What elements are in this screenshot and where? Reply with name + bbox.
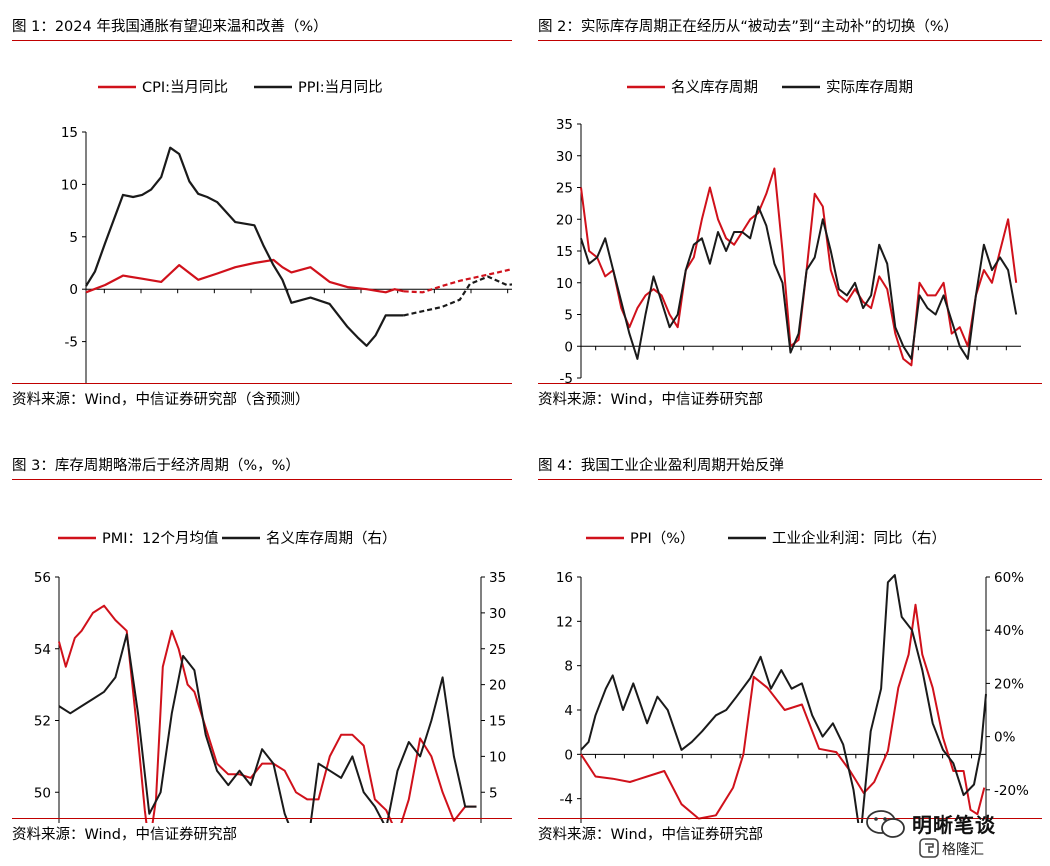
chart-source: 资料来源：Wind，中信证券研究部	[12, 827, 237, 843]
legend-item-2: 实际库存周期	[826, 79, 913, 96]
y-tick-label-right: 25	[489, 642, 506, 658]
series-line	[85, 146, 404, 347]
source-divider	[538, 818, 1042, 819]
series-line	[58, 633, 477, 823]
y-tick-label: 8	[564, 659, 573, 675]
legend-item-2: 名义库存周期（右）	[266, 530, 397, 547]
y-tick-label: 54	[34, 642, 51, 658]
chart-canvas: -8-40481216-40%-20%0%20%40%60%2012-02201…	[556, 529, 1029, 823]
series-line	[85, 258, 404, 294]
y-tick-label: 0	[69, 282, 78, 298]
chart-source: 资料来源：Wind，中信证券研究部	[538, 827, 763, 843]
title-divider	[538, 40, 1042, 41]
chart-title: 图 2：实际库存周期正在经历从“被动去”到“主动补”的切换（%）	[538, 19, 959, 35]
title-divider	[538, 479, 1042, 480]
chart-panel-2: 图 2：实际库存周期正在经历从“被动去”到“主动补”的切换（%） -5 0 5 10 1…	[538, 16, 1042, 410]
legend-item-1: 名义库存周期	[671, 79, 758, 96]
y-tick-label: 15	[556, 244, 573, 260]
legend-item-1: PPI（%）	[630, 530, 695, 547]
y-tick-label: 12	[556, 614, 573, 630]
y-tick-label: -5	[65, 335, 78, 351]
y-tick-label-right: 0%	[994, 730, 1016, 746]
y-tick-label-right: 0	[489, 821, 498, 823]
y-tick-label: 4	[564, 703, 573, 719]
chart-title: 图 1：2024 年我国通胀有望迎来温和改善（%）	[12, 19, 328, 35]
chart-panel-4: 图 4：我国工业企业盈利周期开始反弹 -8-40481216-40%-20%0%…	[538, 455, 1042, 849]
y-tick-label-right: 20	[489, 678, 506, 694]
wechat-logo-icon	[866, 810, 905, 838]
y-tick-label: 35	[556, 117, 573, 133]
legend-item-2: PPI:当月同比	[298, 79, 383, 96]
y-tick-label: -4	[560, 792, 573, 808]
y-tick-label: 20	[556, 212, 573, 228]
source-divider	[12, 383, 512, 384]
y-tick-label: 25	[556, 181, 573, 197]
legend-item-2: 工业企业利润：同比（右）	[772, 529, 946, 547]
y-tick-label: 10	[61, 177, 78, 193]
y-tick-label: 0	[564, 339, 573, 355]
site-logo-icon	[919, 838, 939, 858]
legend-item-1: CPI:当月同比	[142, 79, 228, 96]
y-tick-label: 56	[34, 570, 51, 586]
y-tick-label-right: 30	[489, 606, 506, 622]
y-tick-label: 0	[564, 747, 573, 763]
series-line	[580, 205, 1018, 360]
y-tick-label-right: 40%	[994, 623, 1024, 639]
source-divider	[12, 818, 512, 819]
y-tick-label: 10	[556, 276, 573, 292]
series-line	[580, 603, 986, 820]
chart-title: 图 4：我国工业企业盈利周期开始反弹	[538, 458, 784, 474]
chart-source: 资料来源：Wind，中信证券研究部（含预测）	[12, 392, 310, 408]
title-divider	[12, 40, 512, 41]
title-divider	[12, 479, 512, 480]
y-tick-label-right: 35	[489, 570, 506, 586]
chart-panel-3: 图 3：库存周期略滞后于经济周期（%，%） 4850525456-5051015…	[12, 455, 512, 849]
chart-canvas: -10-50510152021-012021-052021-092022-012…	[61, 79, 512, 384]
source-divider	[538, 383, 1042, 384]
legend-item-1: PMI：12个月均值	[102, 530, 218, 547]
chart-source: 资料来源：Wind，中信证券研究部	[538, 392, 763, 408]
chart-panel-1: 图 1：2024 年我国通胀有望迎来温和改善（%） -10-5051015202…	[12, 16, 512, 410]
series-line	[580, 167, 1018, 367]
y-tick-label: 52	[34, 714, 51, 730]
y-tick-label-right: -20%	[994, 783, 1029, 799]
y-tick-label-right: 5	[489, 785, 498, 801]
chart-canvas: -505101520253035199619981999200120032005…	[556, 79, 1021, 384]
y-tick-label: 5	[564, 308, 573, 324]
y-tick-label-right: 60%	[994, 570, 1024, 586]
watermark-name: 明晰笔谈	[912, 813, 996, 837]
y-tick-label: 50	[34, 785, 51, 801]
watermark: 明晰笔谈 格隆汇	[862, 805, 1047, 863]
watermark-site: 格隆汇	[942, 842, 984, 858]
y-tick-label-right: 20%	[994, 676, 1024, 692]
y-tick-label: 5	[69, 230, 78, 246]
y-tick-label: 30	[556, 149, 573, 165]
y-tick-label: 16	[556, 570, 573, 586]
series-line-forecast	[403, 267, 512, 294]
series-line-forecast	[403, 275, 512, 317]
y-tick-label: -5	[560, 371, 573, 384]
series-line	[58, 604, 477, 823]
y-tick-label-right: 10	[489, 749, 506, 765]
chart-canvas: 4850525456-50510152025303520052007200820…	[34, 530, 506, 823]
y-tick-label: 15	[61, 125, 78, 141]
chart-title: 图 3：库存周期略滞后于经济周期（%，%）	[12, 458, 300, 474]
y-tick-label-right: 15	[489, 714, 506, 730]
series-line	[580, 574, 987, 823]
